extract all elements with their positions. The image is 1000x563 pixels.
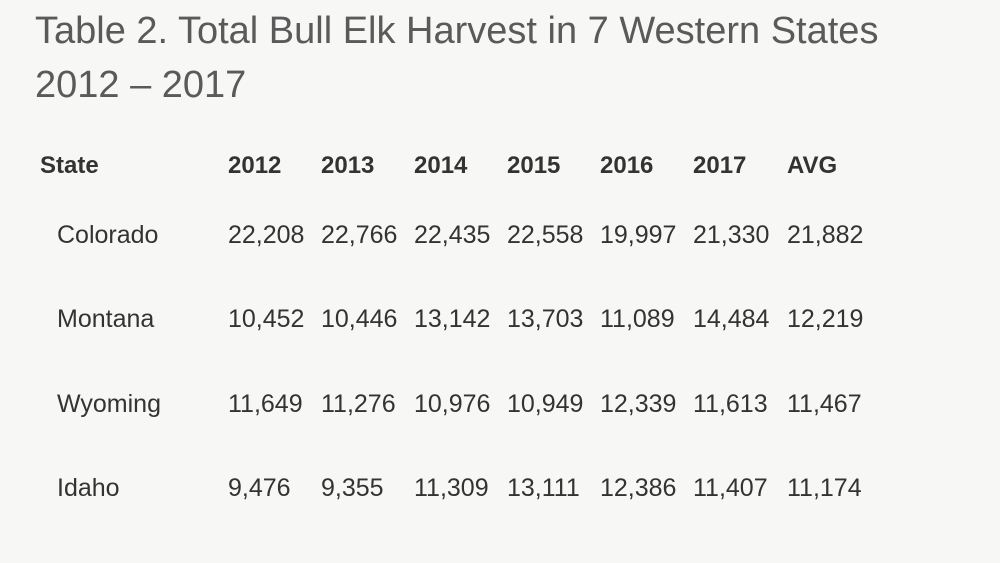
row-label: Montana <box>57 305 155 334</box>
title-line: Table 2. Total Bull Elk Harvest in 7 Wes… <box>35 10 879 52</box>
cell: 11,467 <box>787 389 862 418</box>
column-header: 2014 <box>414 152 468 179</box>
column-header: State <box>40 152 99 179</box>
column-header: 2013 <box>321 152 375 179</box>
column-header: 2016 <box>600 152 654 179</box>
cell: 10,452 <box>228 305 305 334</box>
cell: 10,446 <box>321 305 398 334</box>
column-header: 2015 <box>507 152 561 179</box>
cell: 9,476 <box>228 473 291 502</box>
cell: 11,089 <box>600 305 675 334</box>
cell: 11,276 <box>321 389 396 418</box>
row-label: Idaho <box>57 473 120 502</box>
row-label: Colorado <box>57 221 159 249</box>
column-header: AVG <box>787 152 838 179</box>
cell: 9,355 <box>321 473 384 502</box>
cell: 22,766 <box>321 221 398 249</box>
cell: 13,703 <box>507 305 584 334</box>
cell: 13,142 <box>414 305 491 334</box>
cell: 12,219 <box>787 305 864 334</box>
column-header: 2017 <box>693 152 747 179</box>
column-header: 2012 <box>228 152 282 179</box>
cell: 12,386 <box>600 473 677 502</box>
cell: 22,558 <box>507 221 584 249</box>
cell: 11,649 <box>228 389 303 418</box>
cell: 22,208 <box>228 221 305 249</box>
cell: 19,997 <box>600 221 677 249</box>
cell: 10,976 <box>414 389 491 418</box>
cell: 11,613 <box>693 389 768 418</box>
title-line: 2012 – 2017 <box>35 64 247 106</box>
cell: 12,339 <box>600 389 677 418</box>
cell: 10,949 <box>507 389 584 418</box>
cell: 11,309 <box>414 473 489 502</box>
cell: 14,484 <box>693 305 770 334</box>
row-label: Wyoming <box>57 389 161 418</box>
cell: 22,435 <box>414 221 491 249</box>
cell: 21,882 <box>787 221 864 249</box>
cell: 21,330 <box>693 221 770 249</box>
cell: 13,111 <box>507 473 580 502</box>
cell: 11,407 <box>693 473 768 502</box>
cell: 11,174 <box>787 473 862 502</box>
